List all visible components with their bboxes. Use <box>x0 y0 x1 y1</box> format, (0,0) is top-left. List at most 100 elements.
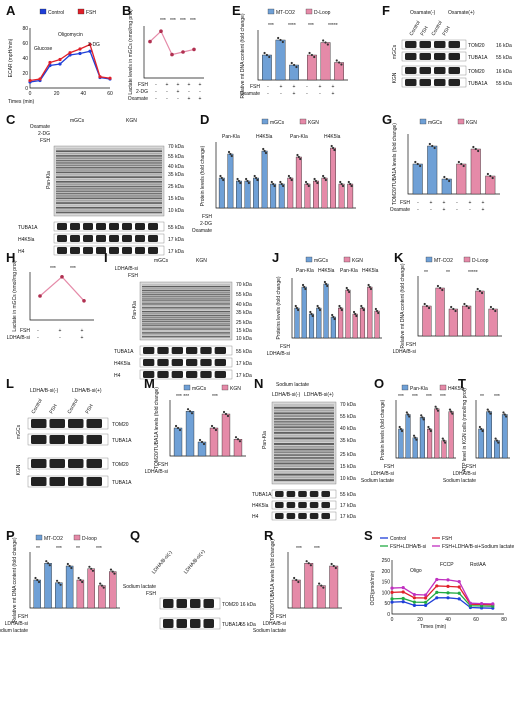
r-sig-1: *** <box>314 546 320 552</box>
i-h4-band-4 <box>200 371 212 378</box>
m-point <box>200 440 204 444</box>
m-swatch-1 <box>221 384 229 391</box>
l-tuba1a-1-band-3 <box>86 435 102 444</box>
p-bar-3 <box>65 565 74 609</box>
a-ylabel: ECAR (mpH/min) <box>8 38 14 77</box>
s-xlabel: Times (min) <box>420 624 447 630</box>
b-sig-1: *** <box>170 18 176 24</box>
g-row-0-2: + <box>443 200 446 206</box>
q-kda-1: 55 kDa <box>240 622 256 628</box>
k-bar-4 <box>475 290 485 337</box>
i-pankla-blot-lane-band <box>142 312 230 315</box>
a-series-1-point-7 <box>98 75 102 79</box>
q-header-1: LDHA/B-si(+) <box>183 549 207 576</box>
s-xtick-1: 20 <box>417 617 423 623</box>
h-ylabel: Lactate in mGCs (nmol/mg prot) <box>12 260 18 331</box>
panel-letter-r: R <box>264 528 274 543</box>
e-sig-1: **** <box>288 23 296 29</box>
i-h4k5la-band-3 <box>186 359 198 366</box>
panel-letter-a: A <box>6 3 16 18</box>
e-row-0: FSH <box>250 84 260 90</box>
j-bar-4 <box>323 283 329 339</box>
r-row-1: LDHA/B-si <box>263 621 286 627</box>
c-h4-band-7 <box>148 247 158 254</box>
c-h4-band-6 <box>135 247 145 254</box>
d-ylabel: Protein levels (fold change) <box>200 145 206 206</box>
m-point <box>214 428 218 432</box>
o-point <box>434 405 437 408</box>
c-pankla-blot-lane-band <box>56 209 162 211</box>
d-row-2: Oxamate <box>192 228 213 234</box>
j-bar-5 <box>330 316 336 339</box>
e-swatch-1 <box>305 8 313 15</box>
p-axes <box>29 552 120 609</box>
d-point <box>237 179 241 183</box>
s-legend-3: FSH+LDHA/B-si+Sodium lactate <box>442 544 514 550</box>
s-ytick-5: 0 <box>387 612 390 618</box>
a-series-0-point-5 <box>78 51 82 56</box>
q-tom20-frame <box>159 597 221 610</box>
g-point <box>443 175 446 179</box>
j-point <box>374 307 377 311</box>
s-series-2-point-7 <box>468 604 472 608</box>
s-series-0-point-1 <box>401 600 405 604</box>
j-point <box>301 283 305 287</box>
i-band-label-1: H4K5la <box>114 361 131 367</box>
f-tom20-0-band-0 <box>405 41 417 48</box>
e-swatch-0 <box>267 8 275 15</box>
k-point <box>423 302 426 306</box>
f-tom20-0-band-3 <box>448 41 460 48</box>
s-series-3-point-2 <box>412 592 416 597</box>
i-kda-b-2: 17 kDa <box>236 373 252 379</box>
n-tuba1a-band-3 <box>309 491 319 497</box>
d-point <box>239 181 242 185</box>
i-h4k5la-band-0 <box>143 359 155 366</box>
s-series-3-point-3 <box>424 593 428 597</box>
t-point <box>489 412 492 415</box>
panel-letter-m: M <box>144 376 155 391</box>
l-lane-1: FSH <box>49 403 59 415</box>
o-sig-0: *** <box>398 394 404 400</box>
o-point <box>448 408 452 411</box>
o-row-0: FSH <box>384 464 394 470</box>
g-bar-5 <box>485 175 496 195</box>
f-tuba1a-1-frame <box>401 51 467 62</box>
g-point <box>460 162 463 166</box>
g-point <box>433 146 436 150</box>
d-point <box>273 184 276 188</box>
h-row-0-2: + <box>81 328 84 334</box>
j-point <box>323 280 327 284</box>
d-point <box>220 176 223 180</box>
l-lane-3: FSH <box>85 403 95 415</box>
m-bar-4 <box>221 413 231 457</box>
c-band-label-0: TUBA1A <box>18 225 38 231</box>
d-row-0: FSH <box>202 214 212 220</box>
t-point <box>497 441 500 444</box>
o-axes <box>395 400 456 459</box>
k-bar-3 <box>462 305 472 337</box>
d-bar-9 <box>295 156 302 209</box>
c-pankla-blot-lane-band <box>56 204 162 207</box>
k-sig-2: ***** <box>468 270 478 276</box>
p-point <box>109 568 113 571</box>
n-pankla-blot-lane-band <box>274 440 334 443</box>
n-pankla-blot-lane-band <box>274 429 334 432</box>
n-pankla-blot-lane-band <box>274 476 334 479</box>
i-pankla-blot-lane-band <box>142 326 230 328</box>
i-group-0: mGCs <box>154 258 169 264</box>
j-point <box>295 306 299 310</box>
b-row-1-2: + <box>177 89 180 95</box>
e-row-1-1: - <box>280 91 282 97</box>
n-h4-frame <box>271 511 337 521</box>
c-tuba1a-band-1 <box>70 223 80 230</box>
m-swatch-0 <box>183 384 191 391</box>
g-point <box>419 164 422 168</box>
n-band-label-2: H4 <box>252 514 259 520</box>
a-series-1-point-6 <box>88 42 92 47</box>
j-point <box>324 282 328 286</box>
d-point <box>230 154 233 158</box>
k-sig-0: ** <box>424 270 428 276</box>
a-ytick-3: 20 <box>22 71 28 77</box>
c-pankla-blot-lane-band <box>56 159 162 162</box>
i-h4k5la-band-4 <box>200 359 212 366</box>
